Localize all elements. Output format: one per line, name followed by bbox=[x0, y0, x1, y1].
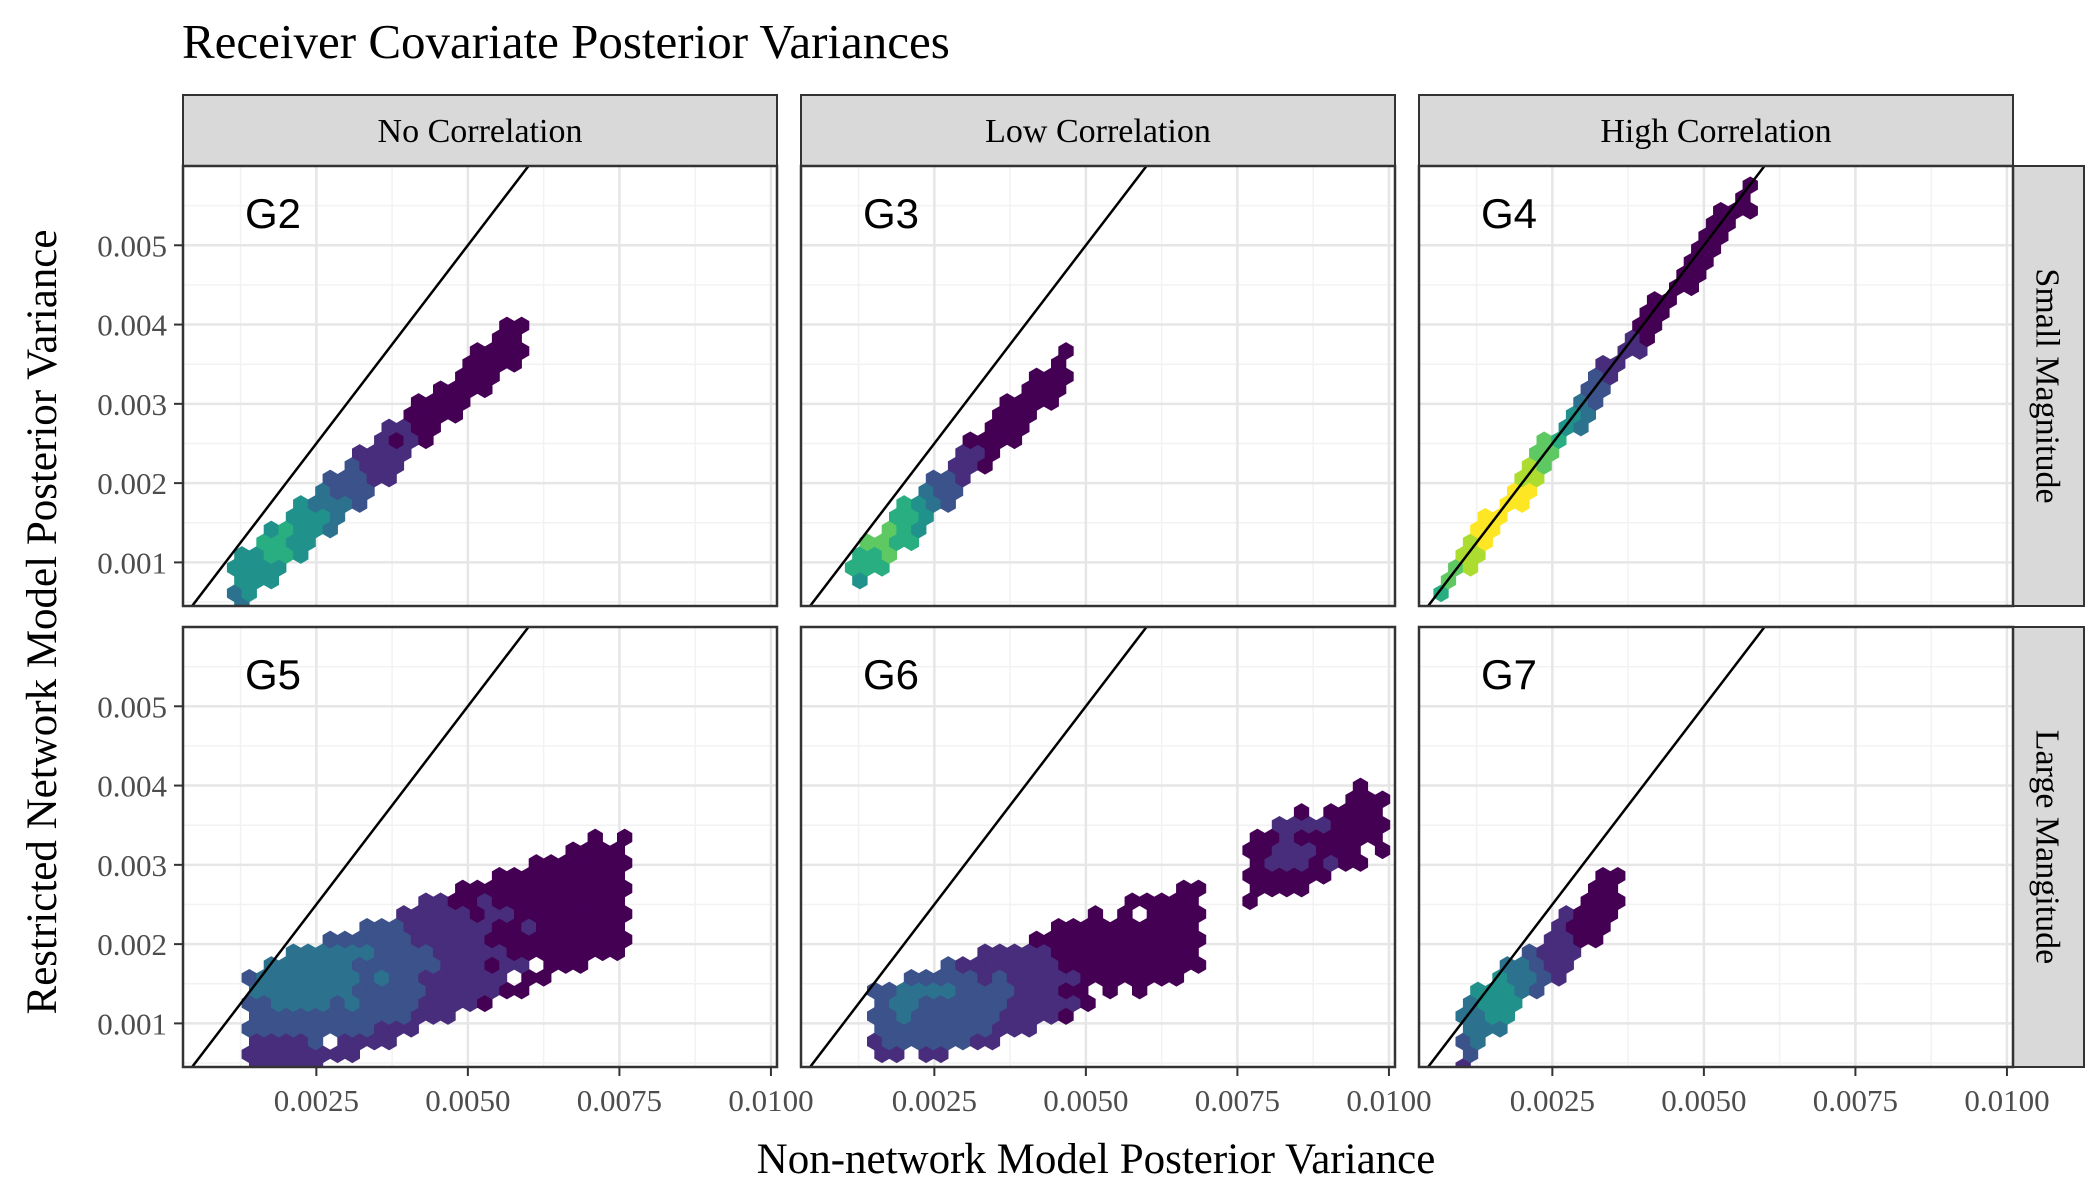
x-axis-label: Non-network Model Posterior Variance bbox=[757, 1136, 1436, 1183]
facet-panels: No Correlation Low Correlation High Correl… bbox=[97, 94, 2085, 1118]
facet-label: G6 bbox=[863, 651, 919, 698]
reference-line bbox=[1427, 627, 1766, 1067]
hexbin bbox=[1374, 790, 1391, 809]
hexbin-layer bbox=[1455, 866, 1626, 1067]
y-tick-label: 0.004 bbox=[97, 769, 167, 804]
reference-line bbox=[191, 627, 530, 1067]
hexbin bbox=[587, 828, 603, 847]
hexbin bbox=[1087, 905, 1104, 923]
x-tick-label: 0.0100 bbox=[1964, 1083, 2049, 1118]
column-strip bbox=[1418, 94, 2014, 167]
row-strip bbox=[2012, 165, 2085, 607]
x-tick-label: 0.0050 bbox=[1661, 1083, 1746, 1118]
facet-label: G5 bbox=[245, 651, 301, 698]
y-tick-label: 0.005 bbox=[97, 689, 167, 724]
hexbin-layer bbox=[1433, 176, 1758, 603]
facet-panel-g5: G5 0.0025 0.0050 0.0075 0.0100 0.001 0.002 0.00… bbox=[97, 625, 814, 1118]
panel-border bbox=[799, 625, 1397, 1069]
hexbin bbox=[616, 828, 633, 847]
hexbin bbox=[1352, 777, 1369, 796]
column-strip-label: Low Correlation bbox=[985, 113, 1211, 150]
facet-panel-g6: G6 0.0025 0.0050 0.0075 0.0100 bbox=[799, 625, 1432, 1118]
facet-panel-g2: G2 0.001 0.002 0.003 0.004 0.005 bbox=[97, 164, 779, 608]
column-strip bbox=[800, 94, 1396, 167]
y-tick-label: 0.003 bbox=[97, 387, 167, 422]
hexbin-layer bbox=[226, 316, 530, 606]
reference-line bbox=[1427, 166, 1766, 606]
hexbin-layer bbox=[844, 342, 1074, 590]
y-axis-label: Restricted Network Model Posterior Varia… bbox=[19, 230, 66, 1015]
panel-border bbox=[1417, 625, 2015, 1069]
row-strip-label: Small Magnitude bbox=[2029, 268, 2066, 503]
facet-label: G3 bbox=[863, 190, 919, 237]
column-strip-label: High Correlation bbox=[1600, 113, 1831, 150]
hexbin bbox=[1058, 342, 1074, 360]
y-tick-label: 0.002 bbox=[97, 927, 167, 962]
hexbin-layer bbox=[866, 777, 1391, 1064]
row-strip bbox=[2012, 626, 2085, 1068]
y-tick-label: 0.001 bbox=[97, 545, 167, 580]
reference-line bbox=[191, 166, 530, 606]
hexbin bbox=[1190, 879, 1207, 898]
column-strip bbox=[182, 94, 778, 167]
facet-label: G4 bbox=[1481, 190, 1537, 237]
y-tick-label: 0.004 bbox=[97, 308, 167, 343]
panel-border bbox=[181, 625, 779, 1069]
y-tick-label: 0.001 bbox=[97, 1006, 167, 1041]
y-tick-label: 0.002 bbox=[97, 466, 167, 501]
x-tick-label: 0.0025 bbox=[274, 1083, 359, 1118]
panel-border bbox=[181, 164, 779, 608]
x-tick-label: 0.0050 bbox=[425, 1083, 510, 1118]
y-tick-label: 0.005 bbox=[97, 228, 167, 263]
facet-panel-g4: G4 bbox=[1417, 164, 2015, 608]
x-tick-label: 0.0075 bbox=[1813, 1083, 1898, 1118]
facet-panel-g7: G7 0.0025 0.0050 0.0075 0.0100 bbox=[1417, 625, 2050, 1118]
y-tick-label: 0.003 bbox=[97, 848, 167, 883]
x-tick-label: 0.0025 bbox=[1510, 1083, 1595, 1118]
hexbin bbox=[1610, 866, 1626, 885]
x-tick-label: 0.0050 bbox=[1043, 1083, 1128, 1118]
x-tick-label: 0.0075 bbox=[577, 1083, 662, 1118]
reference-line bbox=[809, 627, 1148, 1067]
reference-line bbox=[809, 166, 1148, 606]
hexbin bbox=[513, 316, 530, 335]
panel-border bbox=[1417, 164, 2015, 608]
x-tick-label: 0.0075 bbox=[1195, 1083, 1280, 1118]
facet-label: G7 bbox=[1481, 651, 1537, 698]
facet-panel-g3: G3 bbox=[799, 164, 1397, 608]
x-tick-label: 0.0100 bbox=[1346, 1083, 1431, 1118]
hexbin bbox=[1293, 803, 1310, 821]
row-strip-label: Large Mangitude bbox=[2029, 730, 2066, 964]
chart-title: Receiver Covariate Posterior Variances bbox=[182, 14, 950, 69]
x-tick-label: 0.0025 bbox=[892, 1083, 977, 1118]
column-strip-label: No Correlation bbox=[378, 113, 583, 150]
facet-label: G2 bbox=[245, 190, 301, 237]
panel-border bbox=[799, 164, 1397, 608]
hexbin-layer bbox=[241, 828, 633, 1067]
x-tick-label: 0.0100 bbox=[728, 1083, 813, 1118]
